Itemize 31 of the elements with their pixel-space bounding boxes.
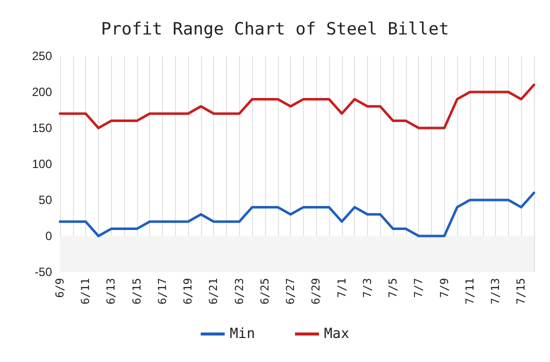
y-tick-label: 150 <box>32 121 52 135</box>
legend-label: Max <box>324 326 350 342</box>
x-tick-label: 7/9 <box>438 278 451 298</box>
x-tick-label: 7/7 <box>412 278 426 298</box>
x-tick-label: 6/25 <box>258 278 272 304</box>
y-tick-label: 100 <box>32 157 52 171</box>
x-tick-label: 6/13 <box>104 278 118 304</box>
x-tick-label: 7/15 <box>514 278 528 304</box>
x-tick-label: 7/3 <box>360 278 374 298</box>
y-tick-label: 200 <box>32 85 52 99</box>
x-tick-label: 6/23 <box>232 278 246 304</box>
y-tick-label: 50 <box>38 193 52 207</box>
y-tick-label: 250 <box>32 49 52 63</box>
y-tick-label: 0 <box>45 229 52 243</box>
x-tick-label: 6/17 <box>156 278 169 304</box>
x-tick-label: 6/27 <box>284 278 298 304</box>
x-tick-label: 7/13 <box>489 278 502 304</box>
x-tick-label: 7/11 <box>463 278 476 304</box>
x-tick-label: 6/29 <box>310 278 323 304</box>
x-tick-label: 7/1 <box>335 278 348 298</box>
chart-title: Profit Range Chart of Steel Billet <box>101 20 449 40</box>
x-tick-label: 6/19 <box>182 278 195 304</box>
x-tick-label: 6/15 <box>130 278 144 304</box>
x-tick-label: 6/21 <box>207 278 220 304</box>
legend-label: Min <box>230 326 256 342</box>
y-tick-label: -50 <box>34 265 52 279</box>
line-series <box>58 84 536 130</box>
x-tick-label: 6/9 <box>54 278 66 298</box>
x-tick-label: 6/11 <box>79 278 92 304</box>
x-tick-label: 7/5 <box>386 278 400 298</box>
line-series <box>58 192 536 238</box>
